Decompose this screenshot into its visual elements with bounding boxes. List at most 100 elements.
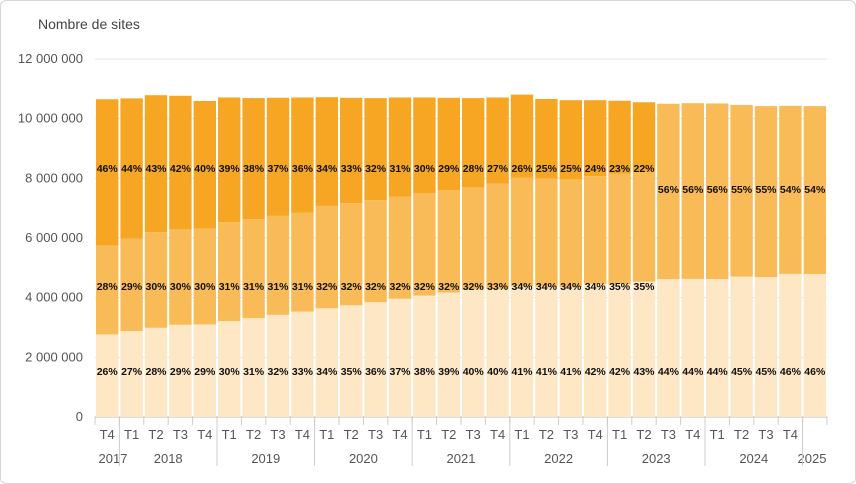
bar-segment	[96, 99, 119, 246]
bar-segment	[315, 308, 338, 417]
data-label: 32%	[341, 281, 363, 293]
bar-segment	[364, 98, 387, 201]
data-label: 43%	[145, 163, 167, 175]
x-tick-label: T1	[612, 427, 627, 442]
bar-segment	[608, 284, 631, 417]
data-label: 31%	[243, 366, 265, 378]
bar-segment	[169, 324, 192, 417]
bar-segment	[706, 279, 729, 417]
x-tick-label: T4	[588, 427, 603, 442]
data-label: 45%	[731, 366, 753, 378]
data-label: 28%	[463, 163, 485, 175]
x-tick-label: T2	[636, 427, 651, 442]
bar-segment	[364, 302, 387, 417]
y-tick-label: 8 000 000	[25, 170, 83, 185]
bar-segment	[486, 183, 509, 290]
data-label: 35%	[609, 281, 631, 293]
bar-segment	[559, 179, 582, 288]
bar-segment	[510, 286, 534, 417]
data-label: 30%	[170, 281, 192, 293]
data-label: 25%	[536, 163, 558, 175]
x-year-label: 2025	[798, 451, 827, 466]
bar-segment	[340, 305, 363, 417]
bar-segment	[462, 187, 485, 290]
bar-segment	[266, 215, 290, 315]
bar-segment	[291, 212, 314, 312]
bar-segment	[413, 97, 436, 194]
bar-segment	[218, 321, 241, 417]
data-label: 27%	[121, 366, 143, 378]
bar-segment	[242, 219, 265, 319]
bar-segment	[193, 228, 216, 325]
data-label: 32%	[267, 366, 289, 378]
bar-segment	[340, 97, 363, 204]
bar-segment	[803, 106, 826, 275]
bar-segment	[437, 190, 460, 293]
x-tick-label: T1	[417, 427, 432, 442]
x-tick-label: T2	[734, 427, 749, 442]
data-label: 26%	[97, 366, 119, 378]
bar-segment	[803, 274, 826, 417]
bar-segment	[413, 295, 436, 417]
bar-segment	[266, 314, 290, 417]
data-label: 29%	[194, 366, 216, 378]
bar-segment	[242, 318, 265, 417]
bar-segment	[608, 100, 631, 174]
bars	[96, 94, 826, 417]
data-label: 40%	[487, 366, 509, 378]
data-label: 37%	[389, 366, 411, 378]
data-label: 44%	[658, 366, 680, 378]
x-year-label: 2021	[447, 451, 476, 466]
bar-segment	[413, 193, 436, 296]
bar-segment	[584, 283, 607, 417]
data-label: 38%	[243, 163, 265, 175]
bar-segment	[706, 103, 729, 280]
data-label: 33%	[292, 366, 314, 378]
x-year-label: 2018	[154, 451, 183, 466]
data-label: 40%	[194, 163, 216, 175]
data-label: 32%	[365, 281, 387, 293]
bar-segment	[535, 286, 558, 417]
bar-segment	[730, 104, 753, 277]
data-label: 29%	[121, 281, 143, 293]
x-tick-label: T4	[392, 427, 407, 442]
bar-segment	[486, 289, 509, 417]
data-label: 39%	[438, 366, 460, 378]
data-label: 34%	[316, 366, 338, 378]
bar-segment	[96, 245, 119, 335]
bar-segment	[754, 106, 778, 278]
bar-segment	[681, 103, 704, 279]
bar-segment	[657, 279, 680, 417]
x-tick-label: T4	[783, 427, 798, 442]
bar-segment	[437, 292, 460, 417]
bar-segment	[291, 311, 314, 417]
bar-segment	[169, 95, 192, 230]
data-label: 36%	[365, 366, 387, 378]
x-tick-label: T3	[368, 427, 383, 442]
x-axis: T4 T1 T2 T3 T4 T1 T2 T3 T4 T1 T2 T3 T4 T1 T2 T3 T4 T1 T2 T3…	[94, 417, 828, 466]
data-label: 44%	[682, 366, 704, 378]
data-label: 55%	[755, 184, 777, 196]
data-label: 31%	[219, 281, 241, 293]
x-tick-label: T3	[758, 427, 773, 442]
bar-segment	[120, 98, 143, 239]
data-label: 32%	[316, 281, 338, 293]
data-label: 32%	[389, 281, 411, 293]
bar-segment	[462, 98, 485, 188]
bar-segment	[608, 173, 631, 285]
y-tick-label: 6 000 000	[25, 230, 83, 245]
bar-segment	[218, 97, 241, 223]
bar-segment	[584, 100, 607, 177]
data-label: 30%	[194, 281, 216, 293]
data-label: 32%	[463, 281, 485, 293]
data-label: 35%	[633, 281, 655, 293]
bar-segment	[218, 222, 241, 322]
data-label: 31%	[389, 163, 411, 175]
x-year-label: 2017	[99, 451, 128, 466]
data-label: 30%	[219, 366, 241, 378]
x-year-label: 2024	[739, 451, 768, 466]
data-label: 27%	[487, 163, 509, 175]
bar-segment	[193, 324, 216, 417]
x-year-label: 2020	[349, 451, 378, 466]
bar-segment	[193, 100, 216, 229]
